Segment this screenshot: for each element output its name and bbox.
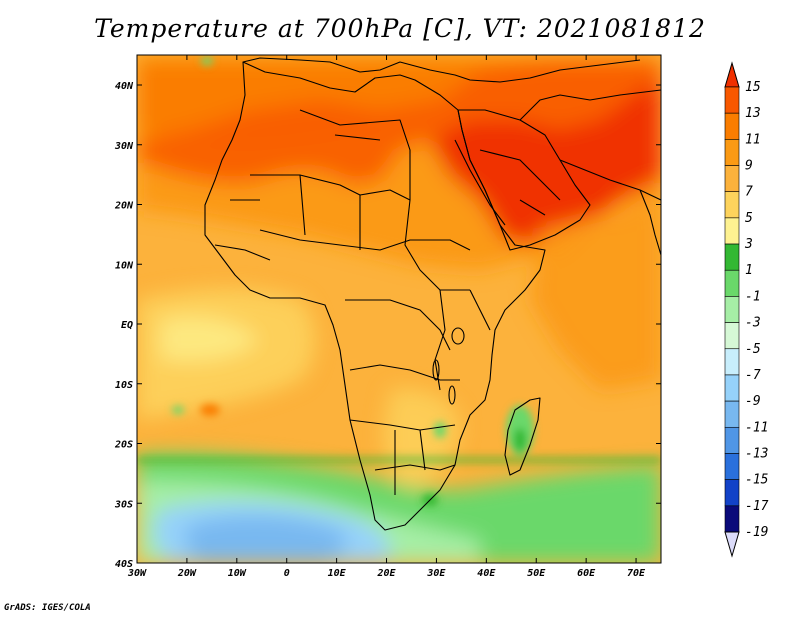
- colorbar-label-6: 3: [744, 237, 753, 252]
- colorbar-top-arrow: [724, 61, 740, 88]
- colorbar-segment: [724, 269, 740, 297]
- colorbar-segment: [724, 112, 740, 140]
- colorbar-label-16: -17: [745, 499, 769, 514]
- colorbar-segment: [724, 191, 740, 219]
- lon-label-1: 20W: [177, 568, 197, 579]
- lon-label-8: 50E: [527, 568, 546, 579]
- colorbar-segment: [724, 479, 740, 507]
- lon-label-6: 30E: [426, 568, 446, 579]
- colorbar-label-12: -9: [745, 394, 761, 409]
- lon-label-4: 10E: [328, 568, 347, 579]
- colorbar-bottom-arrow: [724, 531, 740, 558]
- colorbar-label-11: -7: [745, 368, 761, 383]
- colorbar-segment: [724, 296, 740, 323]
- colorbar-segment: [724, 453, 740, 480]
- map-frame: [136, 54, 662, 564]
- lat-label-6: 20S: [114, 440, 133, 451]
- colorbar-label-1: 13: [745, 106, 761, 121]
- colorbar-label-8: -1: [745, 289, 761, 304]
- colorbar-label-2: 11: [745, 132, 761, 147]
- colorbar-label-0: 15: [745, 80, 761, 95]
- colorbar-segment: [724, 165, 740, 193]
- lon-label-0: 30W: [127, 568, 147, 579]
- latitude-labels: 40N 30N 20N 10N EQ 10S 20S 30S 40S: [114, 81, 134, 570]
- colorbar-label-5: 5: [745, 211, 753, 226]
- axis-ticks: [136, 55, 661, 564]
- colorbar-label-4: 7: [745, 185, 753, 200]
- colorbar-segment: [724, 322, 740, 350]
- colorbar-segment: [724, 243, 740, 271]
- colorbar-segment: [724, 505, 740, 533]
- grads-credit: GrADS: IGES/COLA: [4, 603, 91, 613]
- colorbar-segment: [724, 426, 740, 454]
- map-title: Temperature at 700hPa [C], VT: 202108181…: [94, 14, 706, 43]
- lat-label-3: 10N: [115, 260, 134, 271]
- colorbar-segment: [724, 348, 740, 376]
- lat-label-1: 30N: [114, 141, 134, 152]
- coastlines: [204, 57, 661, 531]
- colorbar-label-17: -19: [745, 525, 768, 540]
- colorbar-segment: [724, 400, 740, 428]
- lat-label-5: 10S: [115, 380, 133, 391]
- colorbar-label-14: -13: [745, 446, 768, 461]
- colorbar-label-3: 9: [745, 159, 753, 174]
- temperature-field: [137, 55, 661, 563]
- colorbar-label-15: -15: [745, 473, 769, 488]
- lat-label-4: EQ: [121, 320, 133, 331]
- lat-label-0: 40N: [115, 81, 134, 92]
- lat-label-2: 20N: [114, 201, 134, 212]
- lon-label-2: 10W: [228, 568, 247, 579]
- lon-label-9: 60E: [577, 568, 596, 579]
- colorbar-label-7: 1: [745, 263, 753, 278]
- colorbar-label-13: -11: [745, 420, 768, 435]
- lon-label-7: 40E: [477, 568, 496, 579]
- lat-label-7: 30S: [114, 499, 133, 510]
- colorbar-segment: [724, 374, 740, 402]
- colorbar-segment: [724, 139, 740, 166]
- colorbar-segment: [724, 86, 740, 114]
- colorbar-segment: [724, 217, 740, 245]
- lat-label-8: 40S: [115, 559, 133, 570]
- colorbar-label-10: -5: [745, 342, 761, 357]
- colorbar-labels: 15 13 11 9 7 5 3 1 -1 -3 -5 -7 -9 -11 -13 -15 -17 -19: [744, 80, 769, 540]
- lon-label-3: 0: [284, 568, 290, 579]
- colorbar-label-9: -3: [745, 316, 761, 331]
- lon-label-10: 70E: [627, 568, 646, 579]
- colorbar: [724, 61, 740, 558]
- longitude-labels: 30W 20W 10W 0 10E 20E 30E 40E 50E 60E 70E: [127, 568, 646, 579]
- lon-label-5: 20E: [376, 568, 396, 579]
